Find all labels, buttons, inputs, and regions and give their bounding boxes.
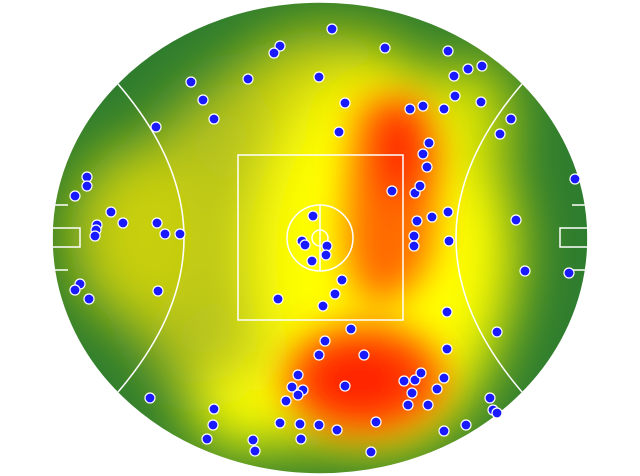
point xyxy=(201,433,213,445)
point xyxy=(475,96,487,108)
point xyxy=(331,424,343,436)
point xyxy=(415,367,427,379)
point xyxy=(476,60,488,72)
field-lines xyxy=(51,1,589,475)
point xyxy=(358,349,370,361)
point xyxy=(320,249,332,261)
point xyxy=(197,94,209,106)
point xyxy=(307,210,319,222)
point xyxy=(404,103,416,115)
point xyxy=(510,214,522,226)
point xyxy=(505,113,517,125)
point xyxy=(408,240,420,252)
point xyxy=(417,148,429,160)
point xyxy=(268,47,280,59)
point xyxy=(519,265,531,277)
point xyxy=(438,425,450,437)
point xyxy=(442,45,454,57)
point xyxy=(249,445,261,457)
point xyxy=(208,403,220,415)
point xyxy=(144,392,156,404)
point xyxy=(491,407,503,419)
points xyxy=(69,23,581,458)
point xyxy=(411,215,423,227)
point xyxy=(174,228,186,240)
point xyxy=(83,293,95,305)
point xyxy=(313,71,325,83)
point xyxy=(89,230,101,242)
point xyxy=(438,103,450,115)
point xyxy=(151,217,163,229)
point xyxy=(69,284,81,296)
point xyxy=(207,419,219,431)
point xyxy=(292,369,304,381)
point xyxy=(317,300,329,312)
point xyxy=(294,418,306,430)
point xyxy=(462,63,474,75)
point xyxy=(152,285,164,297)
point xyxy=(365,446,377,458)
point xyxy=(185,76,197,88)
point xyxy=(438,372,450,384)
point xyxy=(274,40,286,52)
point xyxy=(326,23,338,35)
point xyxy=(422,399,434,411)
point xyxy=(242,73,254,85)
point xyxy=(69,190,81,202)
point xyxy=(563,267,575,279)
point xyxy=(484,392,496,404)
point xyxy=(345,323,357,335)
point xyxy=(280,395,292,407)
point xyxy=(408,230,420,242)
point xyxy=(208,113,220,125)
point xyxy=(313,349,325,361)
point xyxy=(423,137,435,149)
point xyxy=(319,335,331,347)
point xyxy=(150,121,162,133)
point xyxy=(460,419,472,431)
point xyxy=(569,173,581,185)
point xyxy=(402,399,414,411)
point xyxy=(426,211,438,223)
point xyxy=(409,374,421,386)
point xyxy=(370,416,382,428)
point xyxy=(494,128,506,140)
point xyxy=(449,90,461,102)
point xyxy=(105,206,117,218)
point xyxy=(333,126,345,138)
point xyxy=(339,380,351,392)
point xyxy=(339,97,351,109)
point xyxy=(336,274,348,286)
point xyxy=(491,326,503,338)
point xyxy=(247,434,259,446)
point xyxy=(295,433,307,445)
point xyxy=(406,387,418,399)
point xyxy=(417,100,429,112)
point xyxy=(81,180,93,192)
point xyxy=(386,185,398,197)
point xyxy=(398,375,410,387)
point xyxy=(421,161,433,173)
point xyxy=(274,417,286,429)
point xyxy=(313,419,325,431)
point xyxy=(117,217,129,229)
point xyxy=(431,383,443,395)
point xyxy=(286,381,298,393)
point xyxy=(299,239,311,251)
point xyxy=(448,70,460,82)
point xyxy=(441,306,453,318)
point xyxy=(292,389,304,401)
point xyxy=(159,228,171,240)
point xyxy=(306,255,318,267)
point xyxy=(379,42,391,54)
point xyxy=(414,180,426,192)
point xyxy=(272,293,284,305)
point xyxy=(443,235,455,247)
point xyxy=(442,206,454,218)
point xyxy=(441,343,453,355)
point xyxy=(329,288,341,300)
